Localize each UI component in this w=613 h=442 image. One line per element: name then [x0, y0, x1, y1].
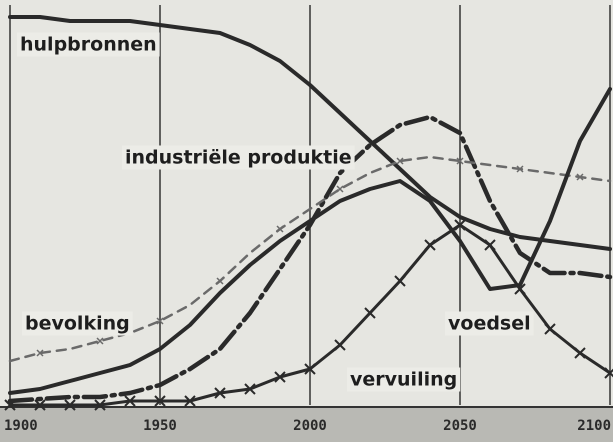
cross-marker	[184, 395, 196, 407]
cross-marker	[576, 173, 584, 181]
x-tick-label: 1950	[143, 418, 177, 434]
series-label: industriële produktie	[125, 147, 352, 169]
cross-marker	[454, 219, 466, 231]
cross-marker	[94, 399, 106, 411]
label-background	[445, 311, 534, 336]
cross-marker	[214, 387, 226, 399]
series-line	[7, 114, 613, 404]
cross-marker	[36, 349, 44, 357]
cross-marker	[396, 157, 404, 165]
cross-marker	[456, 157, 464, 165]
series-line	[8, 155, 612, 363]
cross-marker	[304, 363, 316, 375]
series-label: voedsel	[448, 313, 531, 335]
cross-marker	[34, 399, 46, 411]
cross-marker	[4, 399, 16, 411]
x-tick-label: 2000	[293, 418, 327, 434]
cross-marker	[334, 339, 346, 351]
cross-marker	[124, 395, 136, 407]
label-background	[347, 367, 461, 392]
x-tick-label: 1900	[4, 418, 38, 434]
cross-marker	[274, 371, 286, 383]
label-background	[22, 311, 133, 336]
cross-marker	[574, 347, 586, 359]
cross-marker	[244, 383, 256, 395]
cross-marker	[156, 317, 164, 325]
cross-marker	[394, 275, 406, 287]
x-axis-band	[0, 408, 613, 442]
cross-marker	[484, 239, 496, 251]
series-line	[8, 15, 612, 251]
cross-marker	[216, 277, 224, 285]
series-label: vervuiling	[350, 369, 457, 391]
cross-marker	[364, 307, 376, 319]
series-line	[8, 87, 612, 395]
cross-marker	[516, 165, 524, 173]
cross-marker	[544, 323, 556, 335]
series-label: bevolking	[25, 313, 130, 335]
label-background	[17, 32, 160, 57]
cross-marker	[96, 337, 104, 345]
cross-marker	[424, 239, 436, 251]
cross-marker	[604, 367, 613, 379]
cross-marker	[64, 399, 76, 411]
cross-marker	[336, 185, 344, 193]
x-tick-label: 2050	[443, 418, 477, 434]
x-tick-label: 2100	[577, 418, 611, 434]
series-label: hulpbronnen	[20, 34, 157, 56]
cross-marker	[154, 395, 166, 407]
label-background	[122, 145, 355, 170]
cross-marker	[514, 283, 526, 295]
cross-marker	[276, 225, 284, 233]
